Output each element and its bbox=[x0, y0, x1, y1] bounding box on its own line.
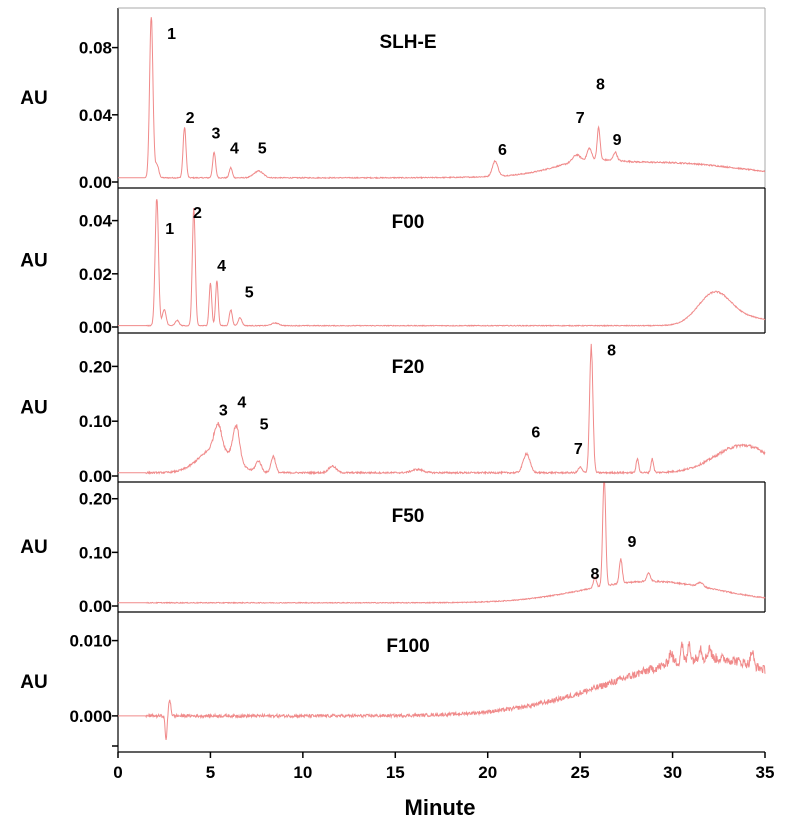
x-tick-label: 20 bbox=[478, 763, 497, 782]
peak-label: 1 bbox=[167, 26, 176, 43]
peak-label: 6 bbox=[498, 142, 507, 159]
peak-label: 8 bbox=[596, 77, 605, 94]
peak-label: 4 bbox=[230, 140, 239, 157]
y-axis-label: AU bbox=[20, 251, 47, 272]
x-tick-label: 15 bbox=[386, 763, 405, 782]
peak-label: 2 bbox=[186, 110, 195, 127]
y-axis-label: AU bbox=[20, 672, 47, 693]
x-tick-label: 30 bbox=[663, 763, 682, 782]
y-tick-label: 0.20 bbox=[79, 357, 112, 376]
peak-label: 1 bbox=[165, 221, 174, 238]
y-tick-label: 0.08 bbox=[79, 39, 112, 58]
trace-slh-e bbox=[118, 17, 766, 180]
y-tick-label: 0.000 bbox=[69, 707, 112, 726]
peak-label: 3 bbox=[212, 125, 221, 142]
trace-f00 bbox=[118, 199, 766, 327]
y-tick-label: 0.02 bbox=[79, 265, 112, 284]
peak-label: 2 bbox=[193, 205, 202, 222]
peak-label: 5 bbox=[260, 416, 269, 433]
y-tick-label: 0.00 bbox=[79, 318, 112, 337]
peak-label: 4 bbox=[217, 258, 226, 275]
x-tick-label: 0 bbox=[113, 763, 122, 782]
peak-label: 4 bbox=[237, 395, 246, 412]
y-axis-label: AU bbox=[20, 88, 47, 109]
peak-label: 7 bbox=[576, 110, 585, 127]
x-tick-label: 10 bbox=[293, 763, 312, 782]
peak-label: 3 bbox=[219, 403, 228, 420]
panel-f50: 0.00 0.10 0.20 AU F50 8 9 bbox=[20, 481, 766, 616]
trace-f50 bbox=[118, 482, 766, 605]
panel-f100: 0.000 0.010 AU F100 bbox=[20, 611, 766, 752]
x-tick-label: 35 bbox=[756, 763, 775, 782]
peak-label: 8 bbox=[607, 342, 616, 359]
y-tick-label: 0.00 bbox=[79, 597, 112, 616]
peak-label: 9 bbox=[613, 132, 622, 149]
x-axis-title: Minute bbox=[405, 795, 476, 820]
y-axis-label: AU bbox=[20, 537, 47, 558]
y-tick-label: 0.20 bbox=[79, 490, 112, 509]
panel-title: F50 bbox=[392, 506, 425, 527]
x-tick-label: 25 bbox=[571, 763, 590, 782]
peak-label: 9 bbox=[627, 534, 636, 551]
peak-label: 8 bbox=[590, 566, 599, 583]
x-axis: 0 5 10 15 20 25 30 35 bbox=[113, 751, 775, 782]
trace-f100 bbox=[118, 641, 766, 741]
y-tick-label: 0.010 bbox=[69, 632, 112, 651]
y-tick-label: 0.00 bbox=[79, 173, 112, 192]
y-tick-label: 0.04 bbox=[79, 212, 113, 231]
panel-title: SLH-E bbox=[380, 32, 437, 53]
y-tick-label: 0.10 bbox=[79, 543, 112, 562]
panel-f20: 0.00 0.10 0.20 AU F20 3 45 6 7 8 bbox=[20, 332, 766, 486]
y-tick-label: 0.04 bbox=[79, 106, 113, 125]
panel-title: F100 bbox=[386, 636, 429, 657]
y-tick-label: 0.10 bbox=[79, 412, 112, 431]
panel-f00: 0.00 0.02 0.04 AU F00 1 2 4 5 bbox=[20, 187, 766, 337]
peak-label: 5 bbox=[245, 285, 254, 302]
trace-f20 bbox=[118, 343, 766, 476]
y-tick-label: 0.00 bbox=[79, 467, 112, 486]
x-tick-label: 5 bbox=[206, 763, 215, 782]
peak-label: 6 bbox=[531, 425, 540, 442]
y-axis-label: AU bbox=[20, 398, 47, 419]
peak-label: 7 bbox=[574, 441, 583, 458]
panel-slh-e: 0.00 0.04 0.08 AU SLH-E 1 234 5 6 78 9 bbox=[20, 7, 766, 192]
peak-label: 5 bbox=[258, 140, 267, 157]
panel-title: F00 bbox=[392, 212, 425, 233]
panel-title: F20 bbox=[392, 357, 425, 378]
